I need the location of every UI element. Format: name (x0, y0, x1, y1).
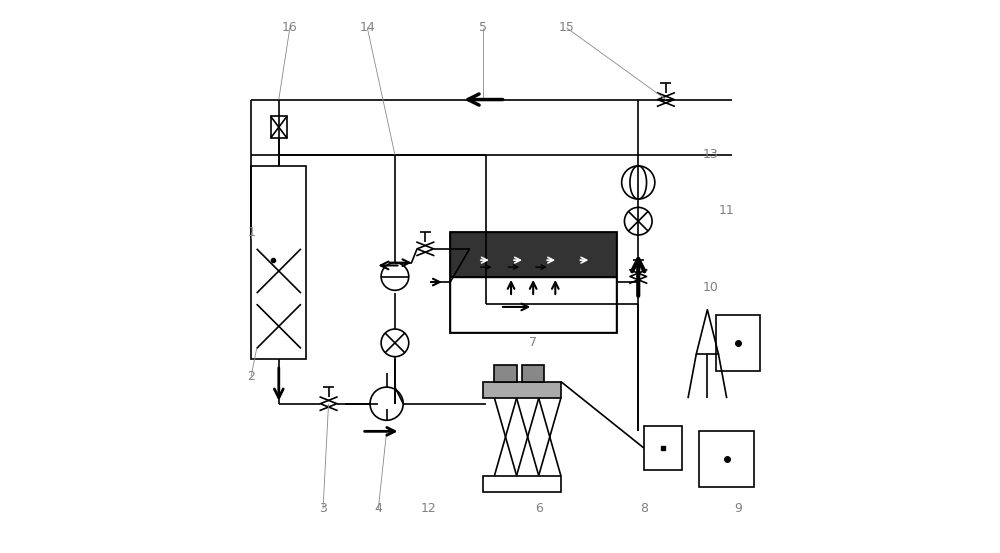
Text: 10: 10 (702, 281, 718, 294)
Circle shape (381, 263, 409, 290)
Text: 14: 14 (359, 21, 375, 34)
Bar (271, 116, 287, 138)
Text: 4: 4 (374, 502, 382, 515)
Text: 11: 11 (719, 204, 735, 217)
Text: 8: 8 (640, 502, 648, 515)
Circle shape (370, 387, 403, 420)
Bar (450, 232, 616, 332)
Bar (251, 166, 306, 359)
Text: 2: 2 (247, 369, 255, 383)
Text: 13: 13 (702, 148, 718, 161)
Bar (644, 426, 682, 470)
Text: 9: 9 (734, 502, 742, 515)
Circle shape (624, 207, 652, 235)
Bar (450, 232, 616, 277)
Text: 6: 6 (535, 502, 543, 515)
Circle shape (622, 166, 655, 199)
Text: 15: 15 (558, 21, 574, 34)
Bar (450, 277, 616, 332)
Text: 1: 1 (247, 226, 255, 239)
Bar (483, 382, 561, 398)
Text: 3: 3 (319, 502, 327, 515)
Circle shape (381, 329, 409, 357)
Bar (483, 476, 561, 492)
Text: 7: 7 (529, 336, 537, 349)
Bar (494, 365, 517, 382)
Text: 5: 5 (479, 21, 487, 34)
Text: 12: 12 (420, 502, 436, 515)
Bar (716, 315, 760, 371)
Bar (522, 365, 544, 382)
Text: 16: 16 (282, 21, 298, 34)
Bar (699, 431, 754, 487)
